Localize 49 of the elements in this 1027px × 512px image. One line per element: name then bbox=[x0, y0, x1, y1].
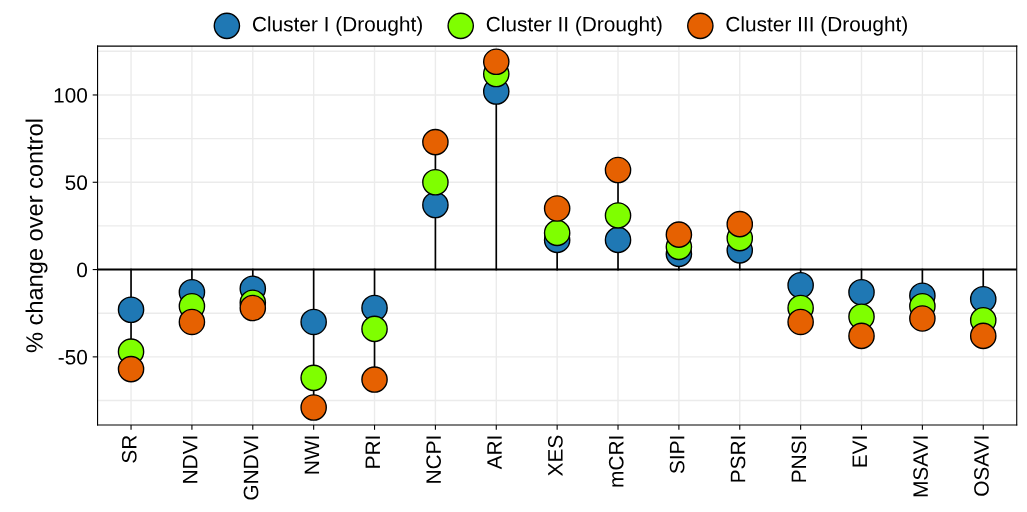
y-tick-label: 50 bbox=[65, 175, 88, 191]
y-axis-title: % change over control bbox=[25, 119, 48, 353]
point bbox=[300, 364, 327, 392]
point bbox=[604, 202, 632, 229]
x-tick-label: XES bbox=[547, 435, 563, 476]
point bbox=[482, 48, 510, 76]
x-tick-label: PSRI bbox=[730, 436, 746, 482]
point bbox=[361, 315, 388, 343]
y-tick-label: -50 bbox=[58, 349, 88, 365]
x-tick-label: ARI bbox=[487, 436, 502, 470]
y-tick-label: 0 bbox=[77, 262, 88, 278]
point bbox=[361, 366, 388, 393]
point bbox=[300, 308, 327, 336]
point bbox=[848, 278, 875, 306]
x-tick-label: GNDVI bbox=[243, 436, 259, 500]
x-tick-label: OSAVI bbox=[974, 436, 989, 496]
x-tick-label: SR bbox=[121, 435, 137, 463]
point bbox=[969, 322, 997, 350]
point bbox=[117, 355, 145, 383]
point bbox=[604, 226, 632, 254]
point bbox=[543, 195, 571, 222]
point bbox=[787, 308, 814, 336]
point bbox=[422, 191, 449, 219]
point bbox=[787, 271, 814, 299]
x-tick-label: EVI bbox=[852, 436, 867, 467]
y-tick-label: 100 bbox=[54, 87, 88, 103]
point bbox=[604, 156, 632, 184]
point bbox=[726, 210, 754, 238]
point bbox=[300, 394, 327, 421]
point bbox=[117, 296, 145, 324]
legend-label: Cluster I (Drought) bbox=[252, 16, 422, 36]
x-tick-label: SIPI bbox=[669, 436, 685, 474]
point bbox=[239, 294, 267, 322]
point bbox=[909, 305, 936, 332]
x-tick-label: PRI bbox=[365, 436, 380, 468]
point bbox=[178, 308, 206, 336]
x-tick-label: MSAVI bbox=[913, 436, 928, 497]
x-tick-label: NCPI bbox=[426, 436, 441, 483]
legend-label: Cluster II (Drought) bbox=[486, 16, 662, 36]
x-tick-label: mCRI bbox=[608, 436, 624, 487]
x-tick-label: NWI bbox=[304, 436, 320, 474]
x-tick-label: PNSI bbox=[791, 436, 807, 482]
point bbox=[422, 168, 449, 196]
point bbox=[665, 221, 693, 248]
x-tick-label: NDVI bbox=[182, 436, 198, 483]
point bbox=[848, 322, 875, 350]
legend-label: Cluster III (Drought) bbox=[726, 16, 907, 36]
point bbox=[543, 219, 571, 247]
point bbox=[422, 128, 449, 156]
